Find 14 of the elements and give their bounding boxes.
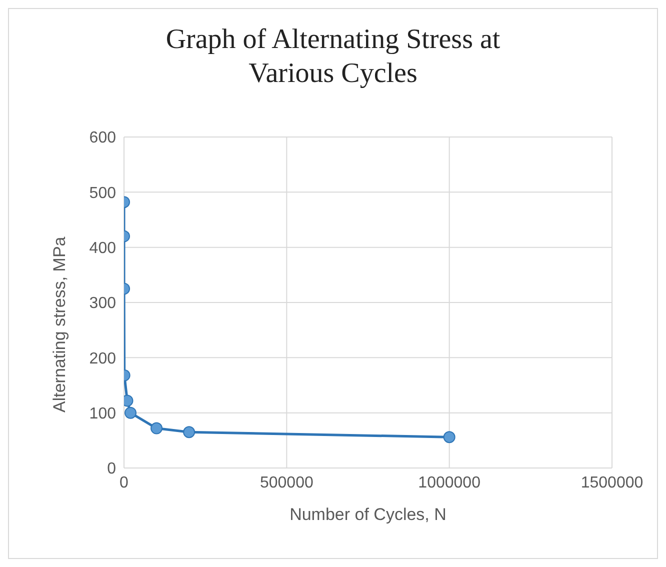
x-tick-label: 500000 (260, 474, 314, 492)
y-tick-label: 300 (89, 295, 116, 312)
y-axis-title: Alternating stress, MPa (50, 236, 70, 412)
y-tick-label: 600 (89, 130, 116, 147)
x-tick-label: 1000000 (418, 474, 481, 492)
y-tick-label: 100 (89, 406, 116, 423)
y-tick-label: 200 (89, 350, 116, 368)
x-axis-title: Number of Cycles, N (290, 505, 446, 524)
x-tick-label: 0 (120, 474, 129, 492)
x-tick-label: 1500000 (580, 474, 644, 492)
y-tick-label: 400 (89, 240, 116, 258)
chart-title: Graph of Alternating Stress at Various Cycles (164, 23, 502, 91)
y-tick-label: 500 (89, 184, 116, 202)
y-tick-label: 0 (107, 460, 116, 478)
